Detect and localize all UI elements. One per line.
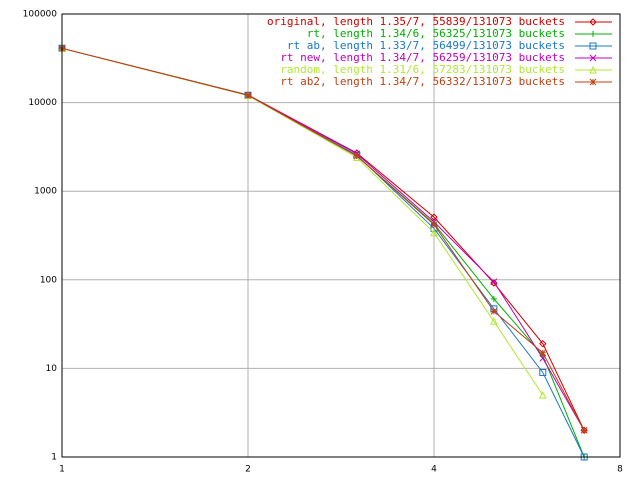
point-marker xyxy=(539,349,547,357)
legend-label: rt ab2, length 1.34/7, 56332/131073 buck… xyxy=(280,75,565,88)
point-marker xyxy=(430,228,438,237)
point-marker xyxy=(430,221,438,228)
point-marker xyxy=(580,426,588,434)
legend-label: rt, length 1.34/6, 56325/131073 buckets xyxy=(307,27,565,40)
y-tick-label: 10 xyxy=(46,364,58,374)
legend-label: random, length 1.31/6, 57283/131073 buck… xyxy=(280,63,565,76)
point-marker xyxy=(580,453,588,461)
point-marker xyxy=(430,213,438,221)
point-marker xyxy=(490,317,498,325)
legend-marker xyxy=(589,42,597,50)
point-marker xyxy=(490,308,498,315)
legend-label: rt new, length 1.34/7, 56259/131073 buck… xyxy=(280,51,565,64)
y-tick-label: 100000 xyxy=(23,10,58,20)
point-marker xyxy=(353,152,361,160)
point-marker xyxy=(490,295,497,302)
legend-label: rt ab, length 1.33/7, 56499/131073 bucke… xyxy=(287,39,565,52)
x-tick-label: 4 xyxy=(431,465,437,475)
x-tick-label: 1 xyxy=(59,465,65,475)
point-marker xyxy=(539,339,547,348)
point-marker xyxy=(539,368,547,376)
point-marker xyxy=(490,278,498,286)
y-tick-label: 10000 xyxy=(28,98,57,108)
legend-label: original, length 1.35/7, 55839/131073 bu… xyxy=(267,15,565,28)
point-marker xyxy=(538,390,547,399)
point-marker xyxy=(490,305,498,313)
y-tick-label: 1000 xyxy=(34,187,57,197)
y-tick-label: 1 xyxy=(51,453,57,463)
x-tick-label: 8 xyxy=(617,465,623,475)
plot-frame xyxy=(61,13,621,458)
x-tick-label: 2 xyxy=(245,465,251,475)
y-tick-label: 100 xyxy=(40,275,57,285)
point-marker xyxy=(244,91,252,99)
